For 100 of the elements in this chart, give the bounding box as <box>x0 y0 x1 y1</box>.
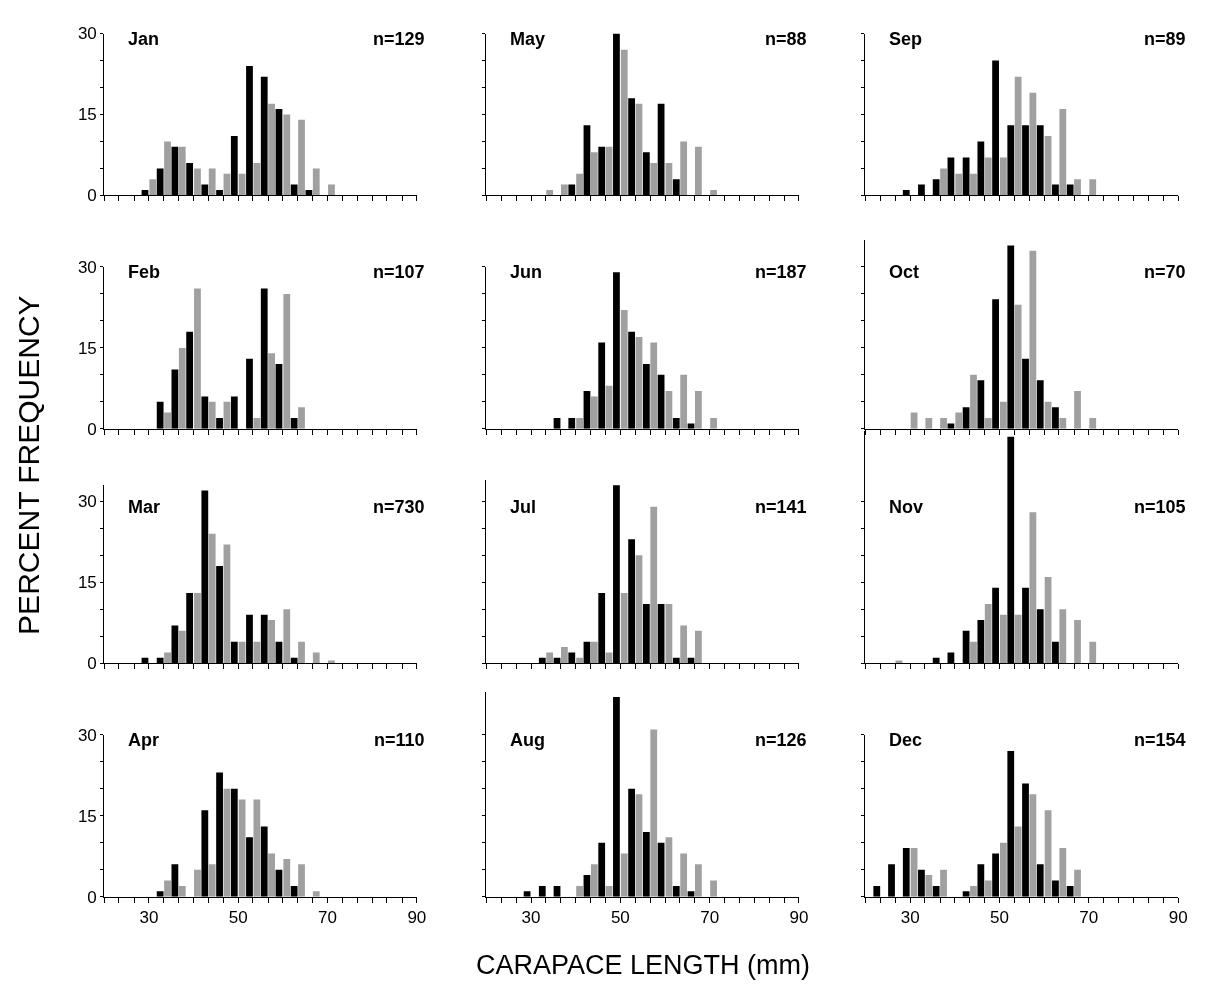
bar <box>680 141 688 196</box>
x-tick-label: 50 <box>990 908 1009 928</box>
annotation: n=141 <box>755 497 807 517</box>
bar <box>1089 418 1097 429</box>
bar <box>695 864 702 897</box>
bar <box>576 418 583 429</box>
y-tick-label: 0 <box>87 186 97 206</box>
bar <box>970 374 977 429</box>
y-tick-label: 15 <box>77 806 97 826</box>
bar <box>194 593 201 664</box>
text: Aug <box>510 730 545 750</box>
bar <box>710 880 717 897</box>
annotation: n=110 <box>374 730 425 750</box>
x-axis-title: CARAPACE LENGTH (mm) <box>476 950 811 980</box>
bar <box>590 152 598 196</box>
x-tick-label: 90 <box>1168 908 1188 928</box>
bar <box>208 864 216 897</box>
bar <box>940 168 947 196</box>
bar <box>149 179 157 196</box>
bar <box>283 858 291 897</box>
annotation: n=105 <box>1134 497 1186 517</box>
bar <box>268 853 275 897</box>
bar <box>695 630 702 664</box>
bar <box>680 853 688 897</box>
y-tick-label: 0 <box>87 887 97 907</box>
bar <box>253 418 261 429</box>
bar <box>194 869 201 897</box>
bar <box>710 418 717 429</box>
bar <box>576 657 583 664</box>
bar <box>1014 614 1022 664</box>
x-tick-label: 70 <box>318 908 337 928</box>
bar <box>1089 179 1097 196</box>
bar <box>1074 869 1081 897</box>
x-tick-label: 90 <box>789 908 809 928</box>
annotation: n=70 <box>1144 262 1186 282</box>
bar <box>283 114 291 196</box>
bar <box>1000 614 1007 664</box>
bar <box>298 119 305 196</box>
bar <box>576 173 583 196</box>
bar <box>561 184 568 196</box>
bar <box>194 168 201 196</box>
bar <box>984 603 992 664</box>
bar <box>970 173 977 196</box>
bar <box>650 729 658 897</box>
bar <box>620 853 628 897</box>
bar <box>590 396 598 429</box>
bar <box>268 103 275 196</box>
bar <box>590 864 598 897</box>
bar <box>1029 250 1037 429</box>
bar <box>984 157 992 196</box>
bar <box>650 342 658 429</box>
bar <box>1029 794 1037 897</box>
bar <box>1000 157 1007 196</box>
bar <box>940 418 947 429</box>
chart-title: Feb <box>128 262 161 282</box>
bar <box>312 652 320 664</box>
bar <box>1014 304 1022 429</box>
y-tick-label: 15 <box>77 573 97 593</box>
bar <box>605 652 613 664</box>
bar <box>1059 109 1067 196</box>
bar <box>1059 418 1067 429</box>
bar <box>253 162 261 196</box>
annotation: n=187 <box>755 262 807 282</box>
bar <box>208 401 216 429</box>
bar <box>194 288 201 429</box>
annotation: n=129 <box>373 29 425 49</box>
bar <box>984 880 992 897</box>
y-tick-label: 0 <box>87 419 97 439</box>
bar <box>164 880 171 897</box>
text: Jul <box>510 497 537 517</box>
y-tick-label: 30 <box>77 725 97 745</box>
bar <box>208 168 216 196</box>
bar <box>940 869 947 897</box>
bar <box>1074 620 1081 664</box>
bar <box>576 885 583 897</box>
bar <box>1014 76 1022 196</box>
bar <box>1089 641 1097 664</box>
bar <box>1029 92 1037 196</box>
chart-title: Dec <box>889 730 923 750</box>
bar <box>1000 401 1007 429</box>
annotation: n=126 <box>755 730 807 750</box>
bar <box>238 173 246 196</box>
text: Nov <box>889 497 924 517</box>
x-tick-label: 70 <box>1079 908 1099 928</box>
bar <box>710 189 717 196</box>
x-tick-label: 30 <box>900 908 920 928</box>
bar <box>925 418 933 429</box>
chart-title: Jan <box>128 29 160 49</box>
bar <box>164 141 171 196</box>
bar <box>1059 609 1067 664</box>
y-tick-label: 15 <box>77 338 97 358</box>
y-tick-label: 30 <box>77 257 97 277</box>
bar <box>328 184 335 196</box>
bar <box>298 641 305 664</box>
bar <box>268 353 275 429</box>
annotation: n=730 <box>373 497 425 517</box>
bar <box>984 418 992 429</box>
bar <box>620 310 628 429</box>
bar <box>925 875 933 897</box>
bar <box>1000 842 1007 897</box>
